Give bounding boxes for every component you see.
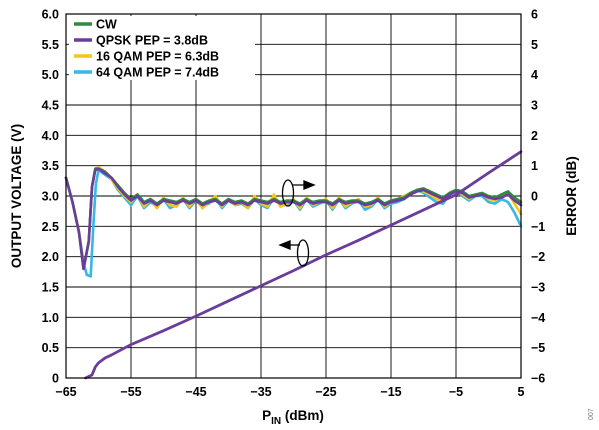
- y-left-tick-labels: 0 0.5 1.0 1.5 2.0 2.5 3.0 3.5 4.0 4.5 5.0 5.5 6.0: [42, 8, 59, 386]
- y-left-tick-label: 1.5: [42, 281, 59, 295]
- y-right-tick-label: 1: [531, 159, 538, 173]
- annotation-arrowhead: [303, 180, 316, 190]
- y-right-tick-label: −1: [531, 220, 545, 234]
- y-right-tick-label: 2: [531, 129, 538, 143]
- voltage-line: [84, 150, 523, 380]
- y-left-tick-label: 3.0: [42, 190, 59, 204]
- legend-background: [69, 16, 255, 80]
- x-axis-title-subscript: IN: [271, 416, 281, 427]
- y-right-axis-title: ERROR (dB): [564, 156, 579, 236]
- y-left-tick-label: 2.5: [42, 220, 59, 234]
- x-tick-labels: −65 −55 −45 −35 −25 −15 −5 5: [55, 385, 524, 399]
- legend-item: 16 QAM PEP = 6.3dB: [74, 50, 219, 64]
- y-left-tick-label: 4.0: [42, 129, 59, 143]
- y-left-tick-label: 0.5: [42, 341, 59, 355]
- x-tick-label: −15: [380, 385, 401, 399]
- y-right-tick-label: −2: [531, 250, 545, 264]
- x-axis-title-unit: (dBm): [281, 408, 324, 423]
- annotation-arrowhead: [278, 240, 291, 250]
- y-left-tick-label: 1.0: [42, 311, 59, 325]
- figure-id: 007: [588, 408, 595, 420]
- y-right-tick-label: −3: [531, 281, 545, 295]
- plot-frame: [65, 13, 522, 379]
- y-left-axis-title: OUTPUT VOLTAGE (V): [9, 124, 24, 268]
- y-right-tick-labels: −6 −5 −4 −3 −2 −1 0 1 2 3 4 5 6: [531, 8, 545, 386]
- legend-label-qpsk: QPSK PEP = 3.8dB: [96, 34, 208, 48]
- legend-label-64qam: 64 QAM PEP = 7.4dB: [96, 66, 219, 80]
- y-right-tick-label: 3: [531, 99, 538, 113]
- y-left-tick-label: 2.0: [42, 250, 59, 264]
- y-left-tick-label: 5.0: [42, 68, 59, 82]
- y-right-tick-label: 4: [531, 68, 538, 82]
- x-axis-title: PIN (dBm): [262, 408, 324, 427]
- x-tick-label: −45: [185, 385, 206, 399]
- annotation-loop: [281, 179, 295, 207]
- legend: CW QPSK PEP = 3.8dB 16 QAM PEP = 6.3dB 6…: [69, 16, 255, 80]
- annotation-arrow-left: [278, 239, 310, 267]
- x-tick-label: 5: [518, 385, 525, 399]
- x-tick-label: −35: [250, 385, 271, 399]
- y-left-tick-label: 3.5: [42, 159, 59, 173]
- y-right-tick-label: −6: [531, 372, 545, 386]
- legend-item: QPSK PEP = 3.8dB: [74, 34, 208, 48]
- legend-item: CW: [74, 18, 117, 32]
- y-right-tick-label: −4: [531, 311, 545, 325]
- x-tick-label: −55: [120, 385, 141, 399]
- legend-label-16qam: 16 QAM PEP = 6.3dB: [96, 50, 219, 64]
- y-left-tick-label: 6.0: [42, 8, 59, 22]
- x-tick-label: −5: [449, 385, 463, 399]
- series-group: [64, 150, 523, 380]
- y-left-tick-label: 0: [52, 372, 59, 386]
- x-tick-label: −65: [55, 385, 76, 399]
- x-axis-title-main: P: [262, 408, 271, 423]
- y-left-tick-label: 5.5: [42, 38, 59, 52]
- y-right-tick-label: 0: [531, 190, 538, 204]
- x-tick-label: −25: [315, 385, 336, 399]
- annotation-loop: [296, 239, 310, 267]
- y-right-tick-label: 5: [531, 38, 538, 52]
- legend-label-cw: CW: [96, 18, 117, 32]
- legend-item: 64 QAM PEP = 7.4dB: [74, 66, 219, 80]
- y-right-tick-label: 6: [531, 8, 538, 22]
- y-right-tick-label: −5: [531, 341, 545, 355]
- y-left-tick-label: 4.5: [42, 99, 59, 113]
- error-line-qpsk: [64, 167, 523, 271]
- annotation-arrow-right: [281, 179, 316, 207]
